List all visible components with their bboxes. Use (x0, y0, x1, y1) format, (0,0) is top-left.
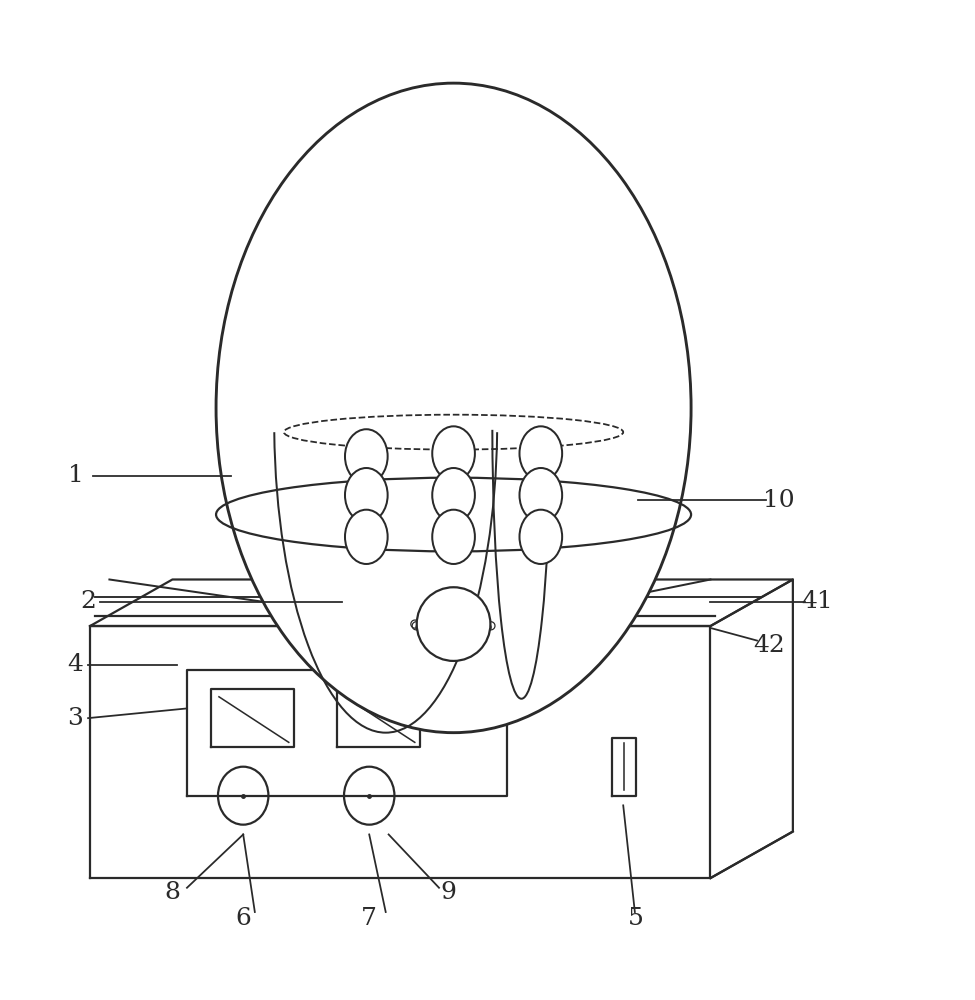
Text: 4: 4 (67, 653, 84, 676)
Ellipse shape (432, 510, 475, 564)
Ellipse shape (345, 429, 388, 484)
Ellipse shape (218, 767, 268, 825)
Text: 3: 3 (67, 707, 84, 730)
Ellipse shape (344, 767, 395, 825)
Ellipse shape (345, 510, 388, 564)
Ellipse shape (520, 510, 563, 564)
Ellipse shape (216, 83, 691, 733)
Circle shape (416, 587, 490, 661)
Text: 2: 2 (80, 590, 96, 613)
Ellipse shape (432, 426, 475, 481)
Ellipse shape (432, 468, 475, 522)
Text: 1: 1 (67, 464, 83, 487)
Text: 41: 41 (801, 590, 833, 613)
Text: 42: 42 (753, 634, 785, 657)
Text: 10: 10 (762, 489, 795, 512)
Text: 8: 8 (165, 881, 180, 904)
Text: 5: 5 (628, 907, 644, 930)
Ellipse shape (345, 468, 388, 522)
Ellipse shape (520, 468, 563, 522)
Text: 7: 7 (362, 907, 377, 930)
Text: 9: 9 (441, 881, 456, 904)
Text: 6: 6 (235, 907, 252, 930)
Ellipse shape (520, 426, 563, 481)
